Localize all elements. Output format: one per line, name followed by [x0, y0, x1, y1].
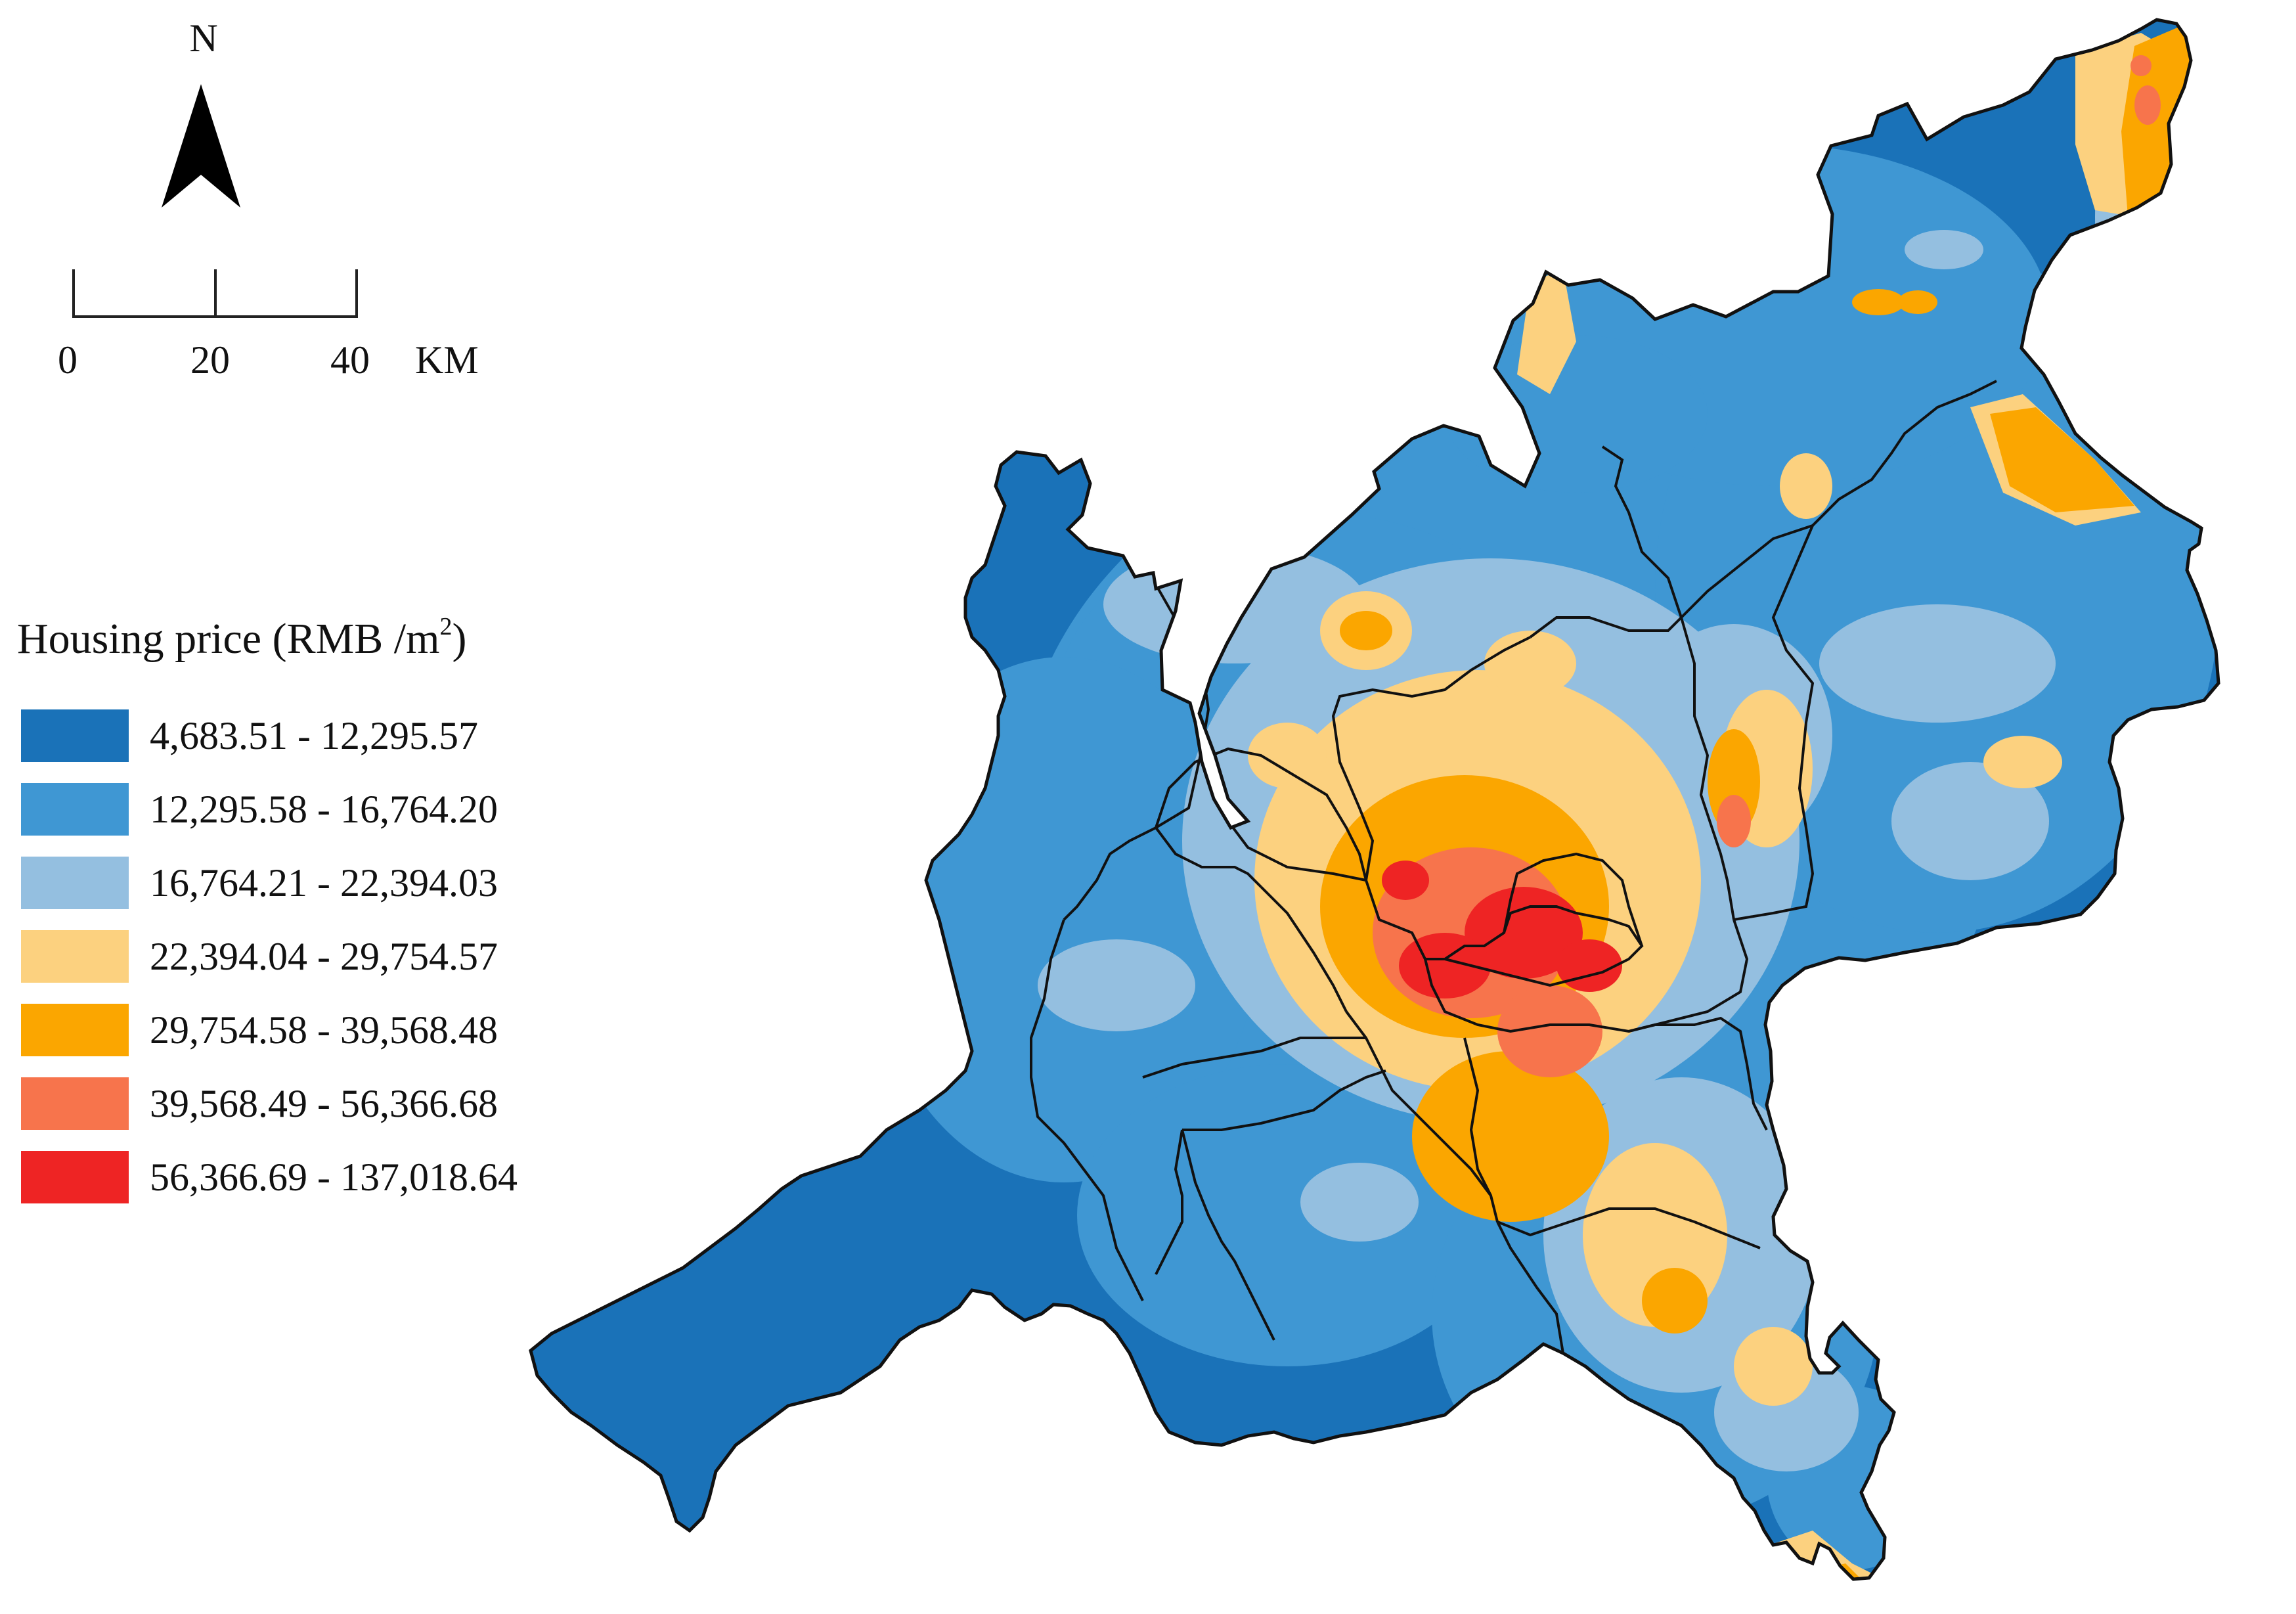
legend-swatch	[21, 1004, 129, 1056]
scale-label-20: 20	[190, 338, 230, 382]
legend-title-suffix: )	[452, 615, 467, 663]
north-arrow-right-half-icon	[201, 84, 240, 208]
legend-swatch	[21, 1077, 129, 1130]
north-label: N	[189, 16, 218, 60]
legend-label: 56,366.69 - 137,018.64	[150, 1155, 518, 1199]
north-arrow	[162, 84, 240, 208]
legend-swatch	[21, 857, 129, 909]
legend-swatch	[21, 709, 129, 762]
legend-label: 39,568.49 - 56,366.68	[150, 1082, 498, 1125]
legend-label: 29,754.58 - 39,568.48	[150, 1008, 498, 1052]
legend-label: 16,764.21 - 22,394.03	[150, 861, 498, 905]
scale-bar	[72, 269, 358, 318]
legend-label: 22,394.04 - 29,754.57	[150, 935, 498, 978]
legend-swatch	[21, 783, 129, 836]
legend-title-superscript: 2	[439, 613, 453, 640]
legend-swatch	[21, 1151, 129, 1203]
legend-title-prefix: Housing price (RMB /m	[17, 615, 440, 663]
surface-red	[1382, 861, 1622, 998]
scale-unit-label: KM	[415, 338, 479, 382]
north-arrow-left-half-icon	[162, 84, 201, 208]
price-surface	[531, 20, 2219, 1579]
legend-label: 4,683.51 - 12,295.57	[150, 714, 478, 757]
scale-label-40: 40	[330, 338, 370, 382]
legend-swatch	[21, 930, 129, 983]
legend-title: Housing price (RMB /m2)	[17, 613, 466, 665]
scale-label-0: 0	[58, 338, 77, 382]
legend-label: 12,295.58 - 16,764.20	[150, 788, 498, 831]
region-outline	[529, 18, 2220, 1581]
